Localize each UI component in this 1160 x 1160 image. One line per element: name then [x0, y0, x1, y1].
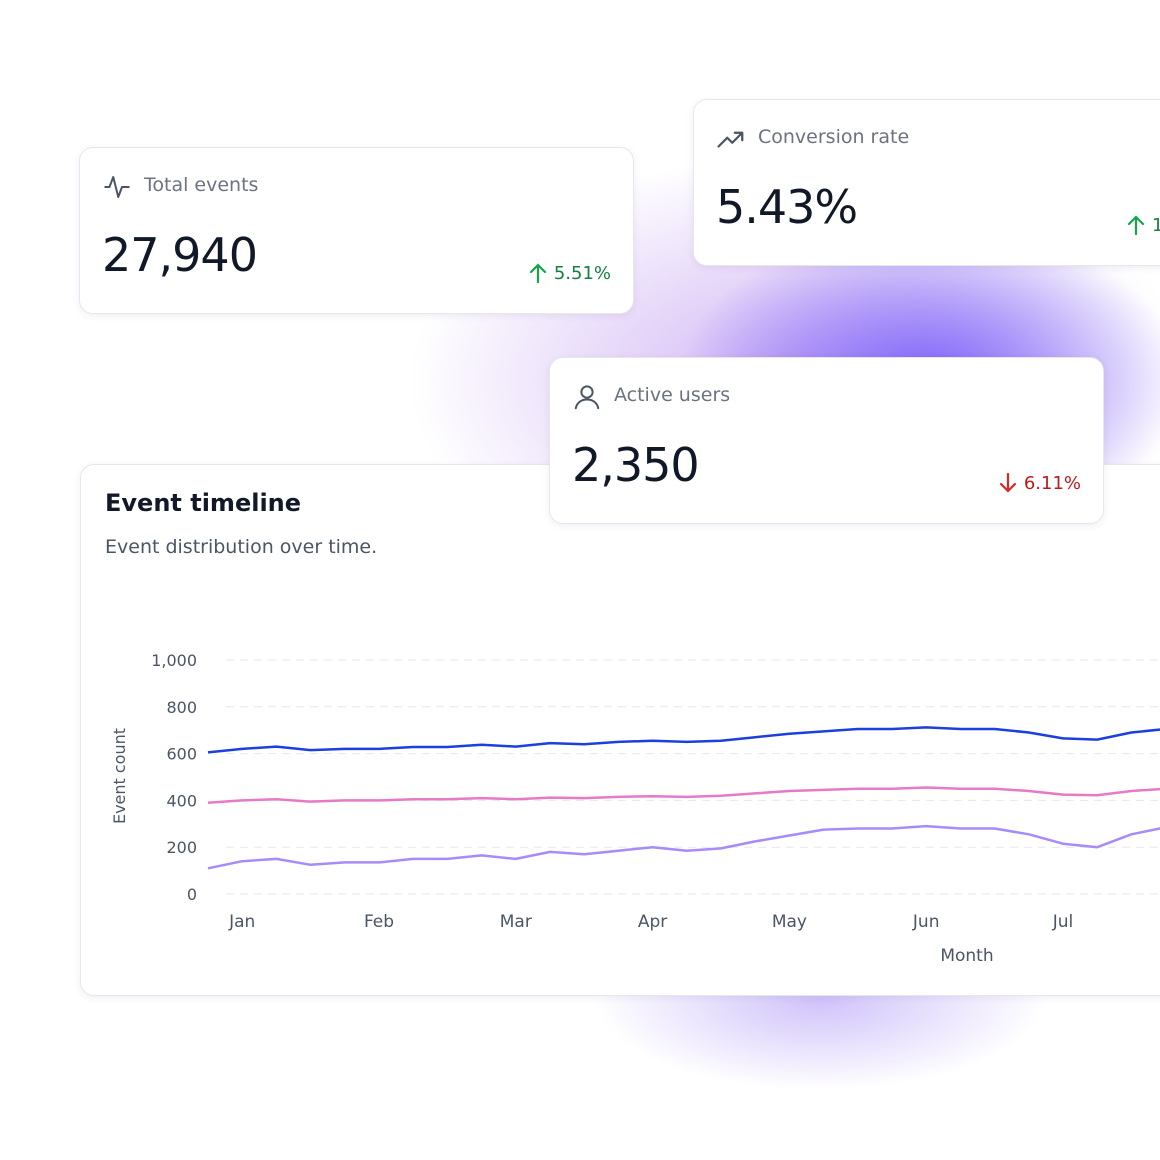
icon	[104, 176, 130, 198]
y-tick-label: 200	[166, 838, 197, 857]
kpi-label: Active users	[614, 384, 731, 406]
x-tick-label: Jul	[1052, 912, 1074, 932]
kpi-value: 2,350	[572, 438, 700, 492]
y-axis-label: Event count	[110, 728, 129, 824]
icon	[574, 385, 600, 410]
y-tick-label: 400	[166, 791, 197, 810]
kpi-delta: 1	[1126, 214, 1160, 236]
kpi-delta-text: 1	[1152, 214, 1160, 236]
chart-card: Event timeline Event distribution over t…	[80, 464, 1160, 996]
kpi-delta: 6.11%	[998, 472, 1081, 494]
arrow	[999, 472, 1016, 493]
kpi-label: Conversion rate	[758, 126, 910, 148]
line	[207, 824, 1160, 870]
line	[207, 786, 1160, 804]
x-axis-label: Month	[940, 946, 993, 966]
kpi-card: Total events 27,940 5.51%	[79, 147, 634, 314]
x-tick-label: Apr	[638, 912, 667, 932]
arrow	[529, 263, 546, 284]
y-tick-label: 0	[187, 885, 197, 904]
line	[207, 726, 1160, 754]
kpi-delta-text: 5.51%	[553, 262, 611, 284]
x-tick-label: Mar	[500, 912, 532, 932]
icon	[717, 131, 744, 148]
x-tick-label: Jun	[912, 912, 940, 932]
x-tick-label: Feb	[364, 912, 394, 932]
kpi-delta: 5.51%	[528, 262, 611, 284]
chart: Event timeline Event distribution over t…	[105, 489, 1160, 966]
kpi-label: Total events	[144, 174, 259, 196]
arrow	[1127, 215, 1145, 236]
x-tick-label: Jan	[228, 912, 255, 932]
kpi-delta-text: 6.11%	[1023, 472, 1081, 494]
kpi-card: Active users 2,350 6.11%	[549, 357, 1104, 524]
kpi-value: 5.43%	[716, 180, 858, 234]
y-tick-label: 600	[166, 745, 197, 764]
kpi-value: 27,940	[102, 228, 258, 282]
x-tick-label: May	[772, 912, 807, 932]
y-tick-label: 800	[166, 698, 197, 717]
chart-title: Event timeline	[105, 489, 301, 517]
chart-subtitle: Event distribution over time.	[105, 536, 377, 558]
y-tick-label: 1,000	[151, 651, 197, 670]
kpi-card: Conversion rate 5.43% 1	[693, 99, 1160, 266]
